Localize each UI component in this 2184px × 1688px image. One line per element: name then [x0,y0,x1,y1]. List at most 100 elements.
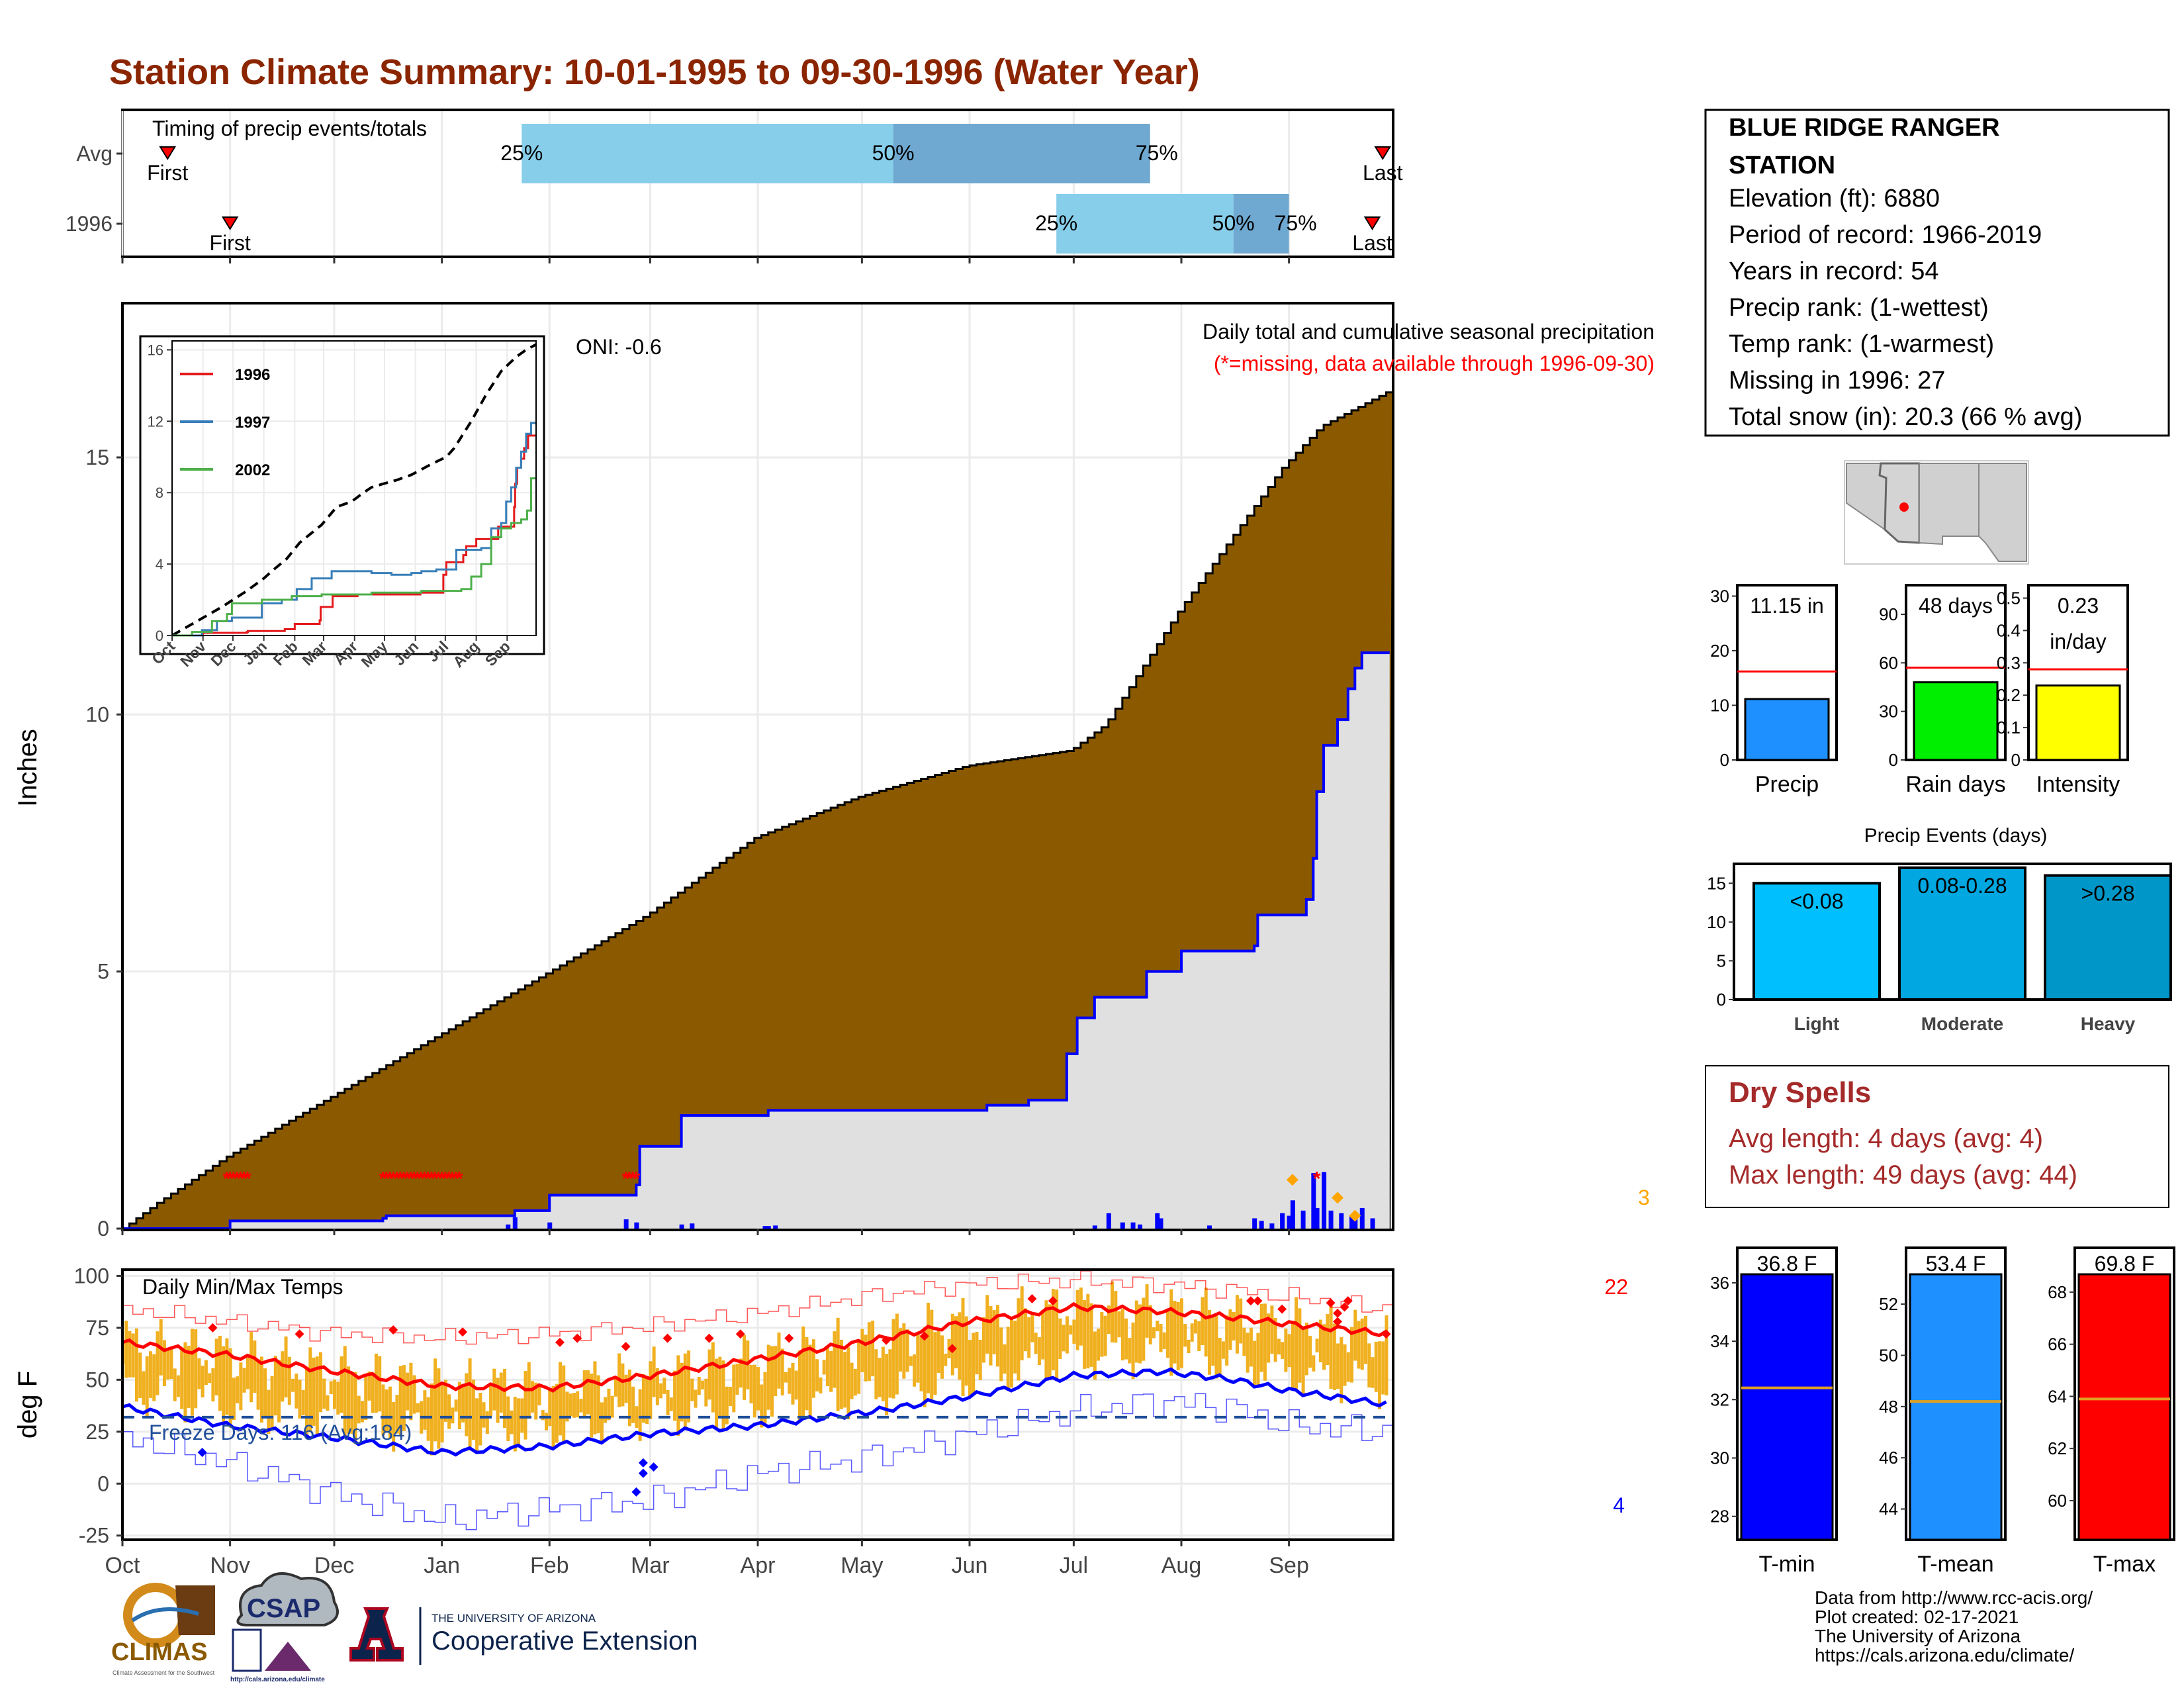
tbar-ytick-label-0-2: 32 [1710,1389,1729,1409]
stat-ytick-label-2-1: 0.1 [1997,718,2021,737]
temp-daily-bar-258 [1017,1298,1021,1381]
temp-daily-bar-1 [124,1321,128,1378]
events-ytick-label-2: 10 [1707,912,1726,932]
missing-marker-30: * [622,1168,630,1190]
temp-daily-bar-216 [871,1321,875,1377]
missing-marker-18: * [417,1168,425,1190]
dry-spells-box: Dry Spells Avg length: 4 days (avg: 4) M… [1705,1065,2169,1208]
temp-daily-bar-53 [305,1366,309,1437]
temp-daily-bar-125 [555,1383,559,1443]
oni-label: ONI: -0.6 [576,335,662,359]
temp-daily-bar-100 [468,1358,472,1451]
daily-precip-bar-25 [1311,1173,1316,1229]
inset-ytick-label-3: 12 [148,413,163,430]
tbar-ytick-label-0-4: 36 [1710,1273,1729,1293]
footer-line-data: Data from http://www.rcc-acis.org/ [1815,1587,2093,1608]
station-missing: Missing in 1996: 27 [1729,367,1945,395]
temp-daily-bar-215 [867,1322,871,1382]
temp-daily-bar-228 [913,1354,917,1387]
max-record-count: 22 [1604,1275,1628,1299]
temp-daily-bar-152 [649,1361,653,1419]
timing-panel: Timing of precip events/totals Avg 25% 50%… [66,109,1403,263]
temp-daily-bar-300 [1162,1332,1166,1349]
record-high-marker-9 [735,1329,745,1339]
events-bars: 0 5 10 15 <0.08 Light 0.08-0.28 Moderate >0.28 He… [1707,863,2172,1034]
temperature-summary-bars: 28 30 32 34 36 36.8 F T-min 44 46 48 50 52 53.4 F T-m… [1710,1246,2175,1577]
month-label-8: Jun [952,1553,988,1578]
csap-logo[interactable]: CSAP http://cals.arizona.edu/climate [230,1572,339,1683]
temp-daily-bar-211 [853,1368,857,1396]
temp-daily-bar-44 [273,1356,277,1416]
temp-daily-bar-96 [454,1399,458,1412]
temp-daily-bar-131 [576,1391,580,1418]
temp-daily-bar-123 [548,1389,552,1427]
tbar-ytick-label-1-2: 48 [1879,1397,1898,1417]
events-category-1: Moderate [1921,1013,2003,1034]
temp-daily-bar-283 [1103,1315,1107,1356]
tbar-ytick-label-0-1: 30 [1710,1448,1729,1468]
timing-first-label-1: First [210,231,251,255]
stat-category-label-0: Precip [1755,772,1819,797]
temp-daily-bar-345 [1318,1319,1322,1362]
temp-daily-bar-252 [995,1305,999,1367]
missing-marker-28: * [452,1168,460,1190]
temp-daily-bar-191 [784,1372,788,1383]
inset-legend: 1996 1997 2002 [180,366,270,479]
precip-summary-bars: 0 10 20 30 11.15 in Precip 0 30 60 90 48 days Rain … [1710,584,2129,797]
missing-marker-20: * [424,1168,432,1190]
temp-daily-bar-172 [718,1356,722,1418]
temp-daily-bar-161 [680,1362,684,1422]
temp-daily-bar-319 [1228,1309,1232,1350]
missing-marker-8: * [383,1168,390,1190]
missing-marker-26: * [445,1168,453,1190]
temp-daily-bar-294 [1142,1297,1146,1361]
ua-logo[interactable]: THE UNIVERSITY OF ARIZONA Cooperative Ex… [349,1607,698,1665]
temp-daily-bar-311 [1201,1297,1205,1346]
temp-daily-bar-346 [1322,1324,1326,1370]
missing-marker-9: * [386,1168,394,1190]
temp-daily-bar-267 [1048,1304,1052,1379]
tbar-value-label-1: 53.4 F [1926,1252,1986,1276]
tbar-category-1: T-mean [1917,1552,1993,1577]
daily-precip-bar-0 [506,1224,511,1229]
min-record-count: 4 [1613,1493,1625,1517]
temp-daily-bar-182 [752,1364,756,1418]
temp-daily-bar-340 [1301,1326,1305,1394]
climas-logo[interactable]: CLIMAS Climate Assessment for the Southw… [111,1583,215,1676]
temp-daily-bar-116 [523,1371,527,1440]
timing-p75-label-0: 75% [1136,141,1178,165]
daily-precip-bar-15 [1155,1213,1160,1229]
snow-marker-2 [1349,1209,1361,1222]
temp-daily-bar-124 [551,1385,555,1447]
month-label-4: Feb [530,1553,569,1578]
temp-daily-bar-108 [496,1378,500,1423]
temp-ytick-label-4: 75 [85,1316,109,1340]
precip-y-axis-label: Inches [13,729,42,807]
temp-daily-bar-274 [1072,1319,1076,1344]
daily-precip-bar-2 [547,1222,553,1229]
month-label-1: Nov [210,1553,250,1578]
temp-daily-bar-189 [777,1332,781,1389]
temp-daily-bar-359 [1367,1343,1371,1387]
stat-ytick-label-0-3: 30 [1710,586,1729,606]
timing-first-label-0: First [147,161,188,185]
precip-panel: ******* *********************** **** * ONI:… [13,302,1655,1241]
missing-marker-7: * [379,1168,387,1190]
temp-daily-bar-249 [985,1295,989,1354]
temp-daily-bar-308 [1190,1323,1194,1342]
temp-daily-bar-305 [1180,1298,1183,1368]
temp-daily-bar-289 [1124,1318,1128,1360]
temp-daily-bar-49 [291,1378,295,1392]
temp-daily-bar-273 [1069,1325,1073,1335]
daily-precip-bar-21 [1280,1213,1285,1229]
daily-precip-bar-24 [1300,1210,1306,1229]
temp-daily-bar-291 [1131,1322,1135,1380]
daily-precip-bar-13 [1130,1222,1136,1229]
temp-daily-bar-138 [600,1402,604,1444]
inset-ytick-label-4: 16 [148,342,163,358]
temp-daily-bar-120 [537,1384,541,1406]
temp-daily-bar-164 [690,1378,694,1401]
avg-cumulative-area [122,391,1394,1230]
temp-daily-bar-48 [287,1356,291,1405]
temp-daily-bar-329 [1263,1303,1267,1381]
